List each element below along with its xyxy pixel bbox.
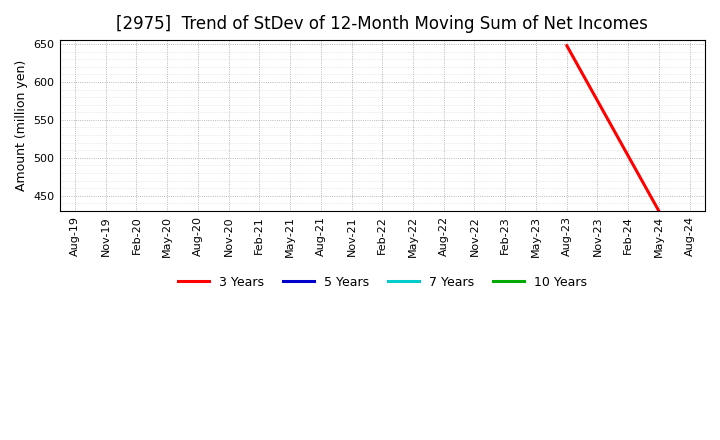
Title: [2975]  Trend of StDev of 12-Month Moving Sum of Net Incomes: [2975] Trend of StDev of 12-Month Moving… xyxy=(117,15,648,33)
Legend: 3 Years, 5 Years, 7 Years, 10 Years: 3 Years, 5 Years, 7 Years, 10 Years xyxy=(173,271,592,294)
Y-axis label: Amount (million yen): Amount (million yen) xyxy=(15,60,28,191)
